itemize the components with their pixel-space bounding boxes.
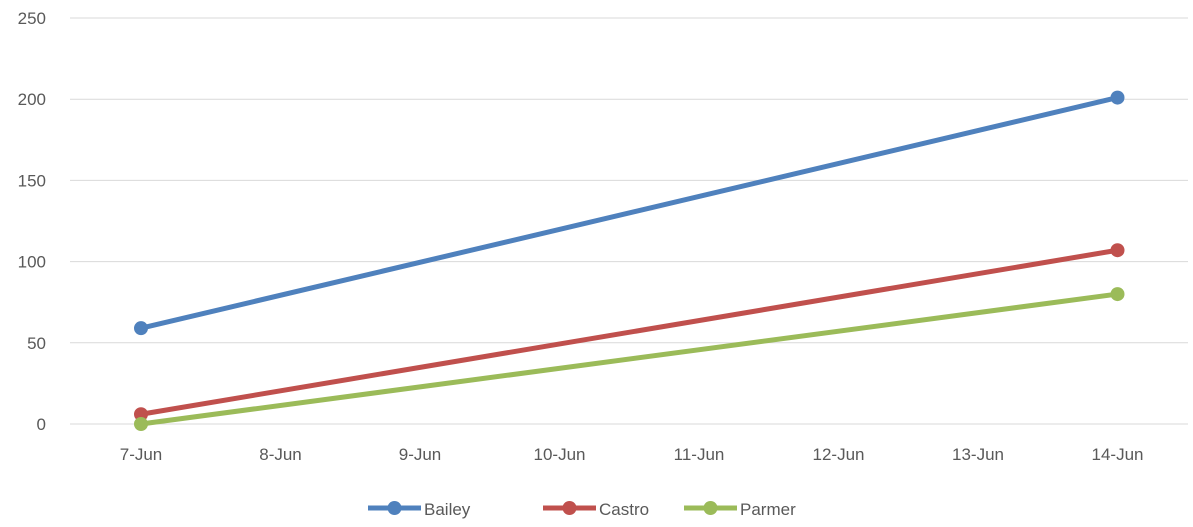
series-lines (134, 90, 1125, 431)
data-point-bailey-14-Jun (1110, 90, 1125, 105)
legend-item-castro: Castro (543, 500, 649, 519)
data-point-castro-14-Jun (1110, 243, 1125, 258)
x-tick-label: 8-Jun (259, 445, 302, 464)
series-line-castro (138, 247, 1120, 417)
legend-item-parmer: Parmer (684, 500, 796, 519)
y-tick-label: 100 (18, 253, 46, 272)
y-tick-label: 150 (18, 171, 46, 190)
y-tick-label: 50 (27, 334, 46, 353)
y-tick-label: 200 (18, 90, 46, 109)
legend-label: Parmer (740, 500, 796, 519)
x-tick-label: 13-Jun (952, 445, 1004, 464)
data-point-bailey-7-Jun (134, 321, 148, 336)
x-tick-label: 11-Jun (674, 445, 725, 464)
y-tick-label: 250 (18, 9, 46, 28)
x-tick-label: 12-Jun (813, 445, 865, 464)
legend-swatch-marker (562, 501, 577, 515)
series-line-parmer (138, 291, 1120, 427)
x-tick-label: 14-Jun (1092, 445, 1144, 464)
y-axis-ticks: 0 50 100 150 200 250 (18, 9, 46, 434)
x-axis-ticks: 7-Jun 8-Jun 9-Jun 10-Jun 11-Jun 12-Jun 13-Jun 1… (120, 445, 1144, 464)
data-point-parmer-7-Jun (134, 417, 148, 431)
series-line-bailey (138, 95, 1120, 331)
y-tick-label: 0 (37, 415, 46, 434)
x-tick-label: 10-Jun (534, 445, 586, 464)
legend: Bailey Castro Parmer (368, 500, 796, 519)
x-tick-label: 9-Jun (399, 445, 442, 464)
legend-item-bailey: Bailey (368, 500, 471, 519)
legend-swatch-marker (387, 501, 402, 515)
gridlines (70, 17, 1188, 425)
legend-label: Castro (599, 500, 649, 519)
legend-swatch-marker (703, 501, 718, 515)
data-point-castro-7-Jun (134, 407, 148, 422)
data-point-parmer-14-Jun (1110, 287, 1125, 302)
x-tick-label: 7-Jun (120, 445, 163, 464)
legend-label: Bailey (424, 500, 471, 519)
